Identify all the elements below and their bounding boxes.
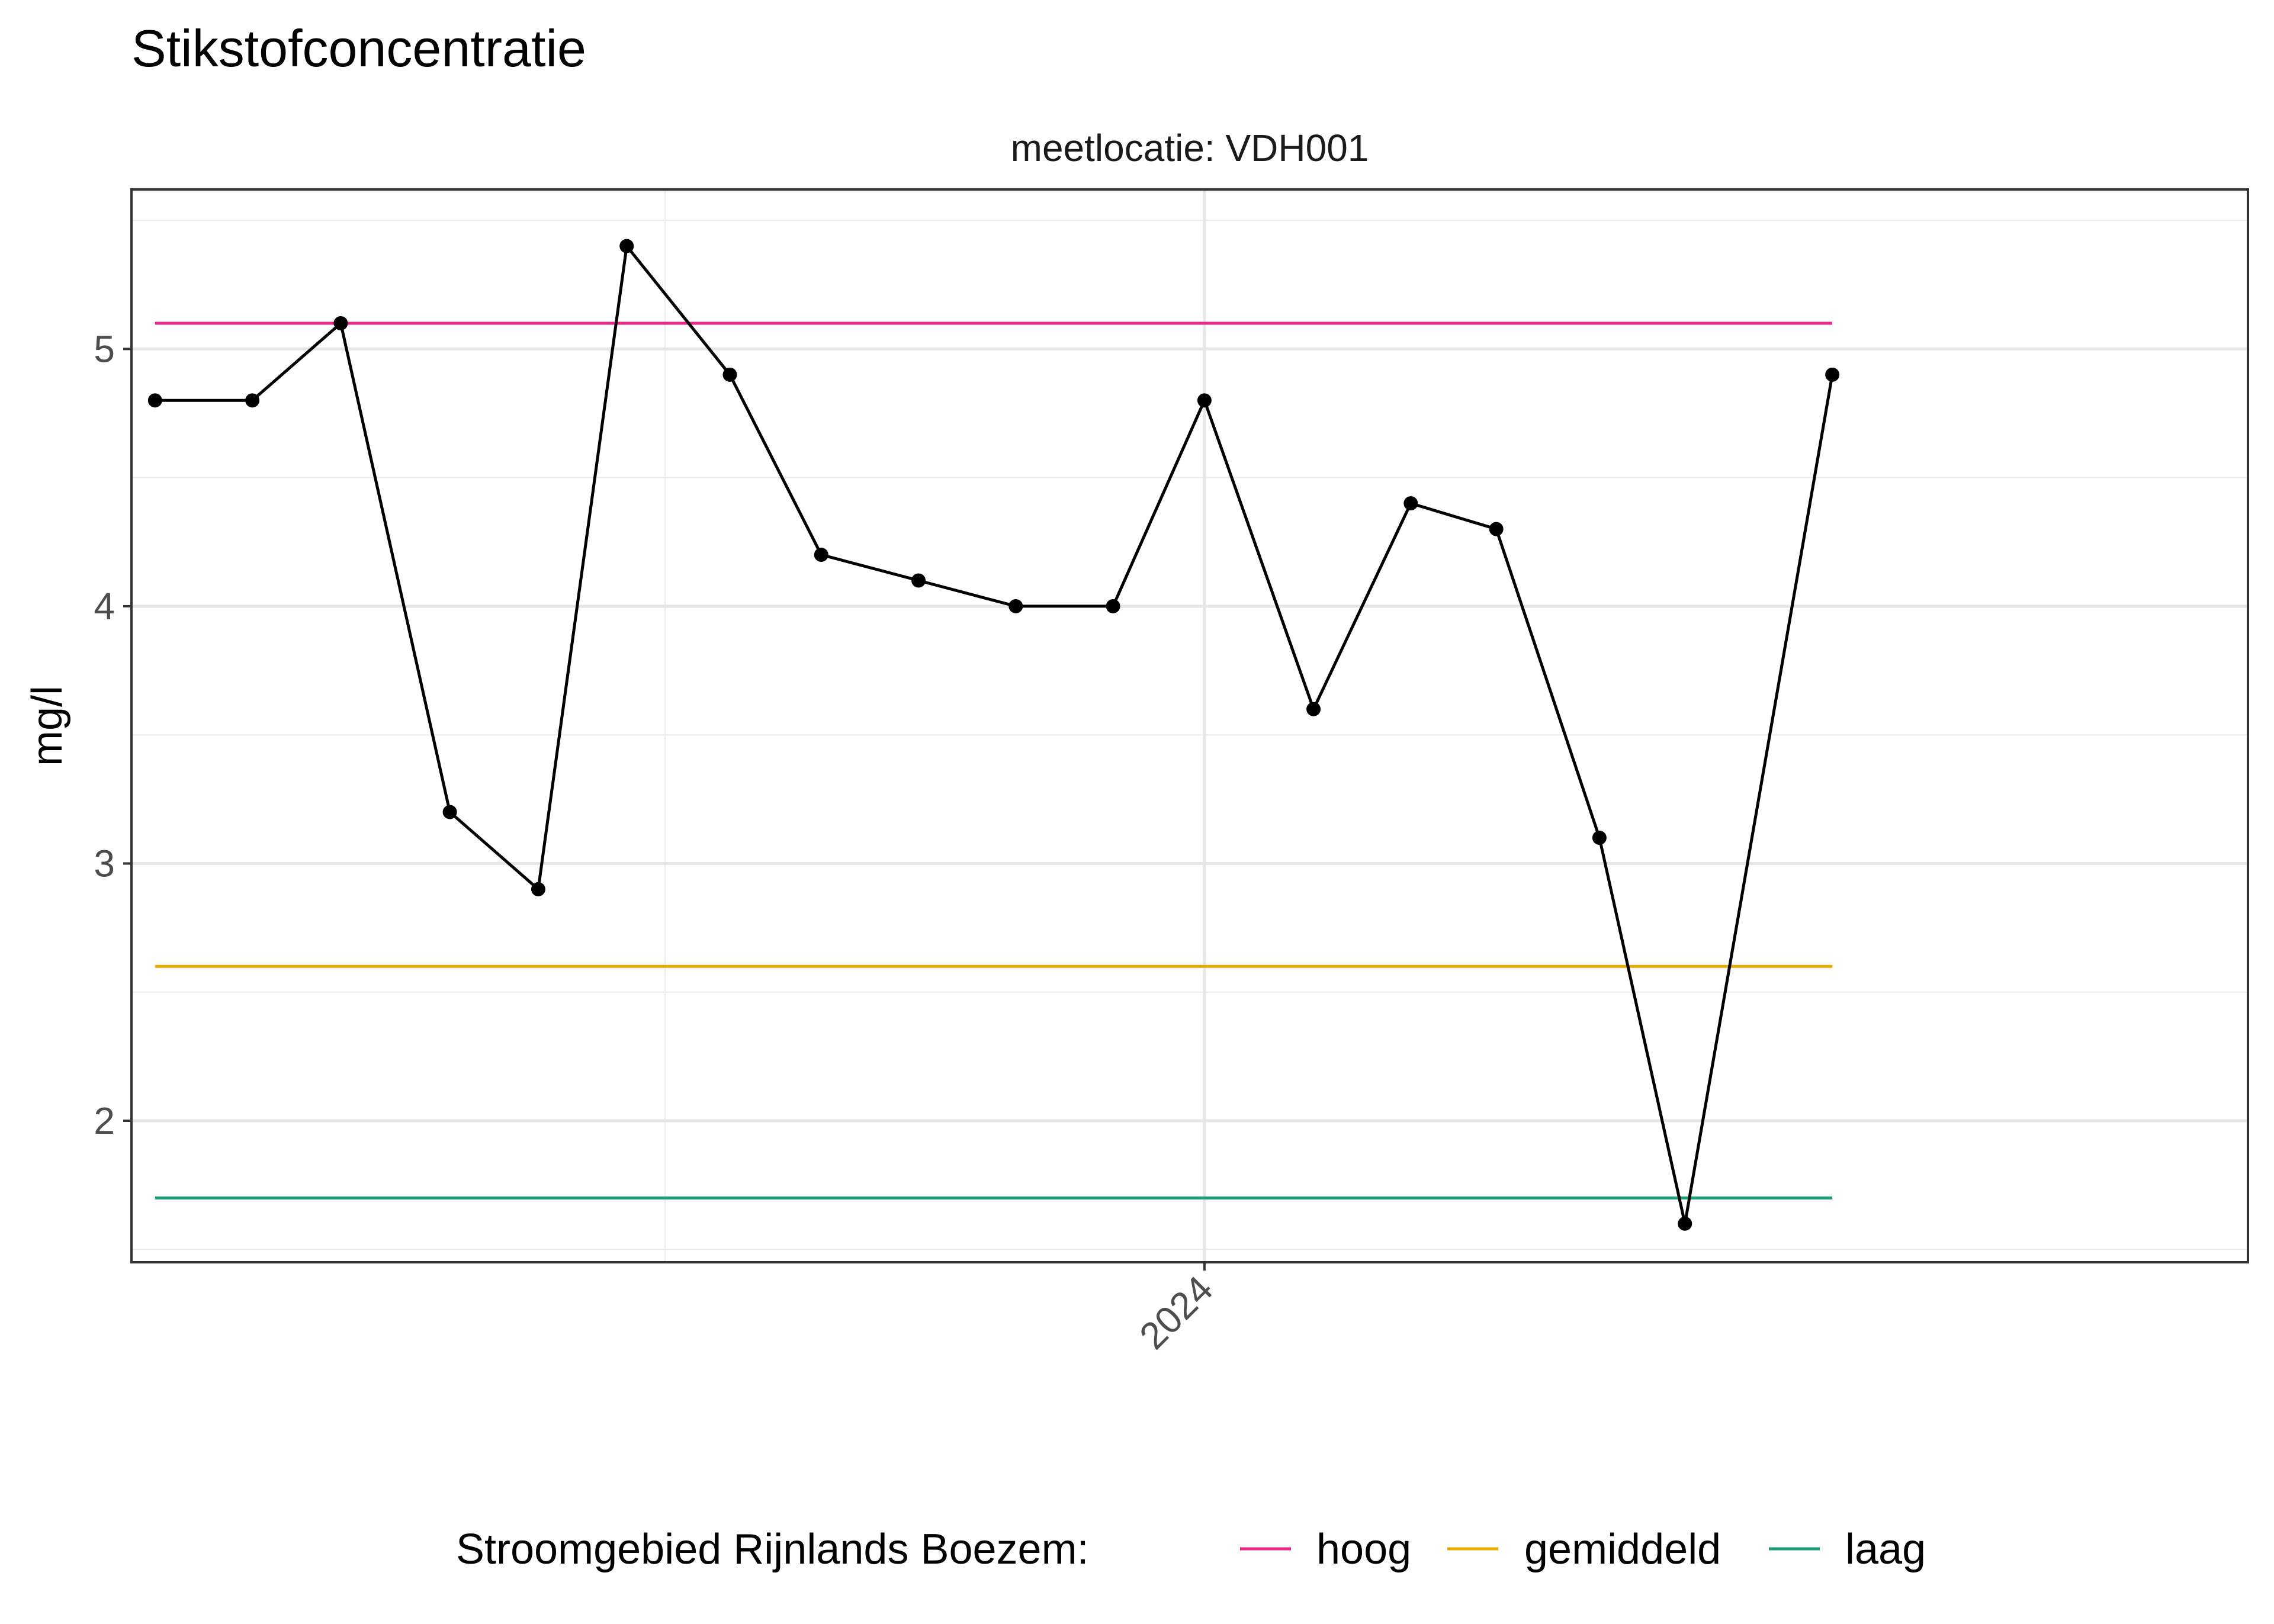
legend: Stroomgebied Rijnlands Boezem: hoog gemid… [456, 1526, 1926, 1573]
x-axis: 2024 [1131, 1262, 1221, 1358]
series-line [155, 242, 1834, 1224]
x-tick-label-0: 2024 [1131, 1268, 1221, 1358]
series-points [147, 239, 1840, 1231]
legend-label-laag: laag [1845, 1526, 1926, 1573]
data-point-8 [911, 573, 926, 588]
legend-label-gemiddeld: gemiddeld [1524, 1526, 1721, 1573]
facet-strip-label: meetlocatie: VDH001 [1011, 127, 1369, 169]
plot-border [130, 188, 2249, 1263]
data-point-11 [1197, 393, 1212, 408]
data-point-10 [1106, 599, 1120, 613]
data-point-0 [147, 393, 162, 408]
data-point-6 [722, 367, 737, 382]
gridlines [131, 189, 2248, 1262]
data-point-2 [333, 316, 348, 330]
y-axis-label: mg/l [24, 686, 71, 766]
data-point-1 [245, 393, 260, 408]
data-point-4 [531, 882, 545, 896]
data-point-12 [1306, 702, 1321, 716]
y-tick-label-1: 3 [94, 842, 115, 885]
reference-lines [155, 321, 1833, 1199]
y-tick-label-0: 2 [94, 1099, 115, 1142]
data-point-7 [814, 548, 828, 562]
data-point-14 [1489, 522, 1504, 536]
data-point-15 [1592, 831, 1607, 845]
legend-label-hoog: hoog [1316, 1526, 1411, 1573]
data-point-13 [1403, 496, 1418, 511]
data-point-5 [619, 239, 634, 253]
data-point-17 [1825, 367, 1840, 382]
y-axis: 2 3 4 5 [94, 327, 131, 1142]
data-point-3 [442, 805, 457, 819]
chart-title: Stikstofconcentratie [131, 19, 586, 78]
y-tick-label-3: 5 [94, 327, 115, 370]
plot-panel [131, 189, 2248, 1262]
legend-title: Stroomgebied Rijnlands Boezem: [456, 1526, 1089, 1573]
y-tick-label-2: 4 [94, 585, 115, 628]
data-point-16 [1678, 1216, 1692, 1231]
data-point-9 [1008, 599, 1023, 613]
